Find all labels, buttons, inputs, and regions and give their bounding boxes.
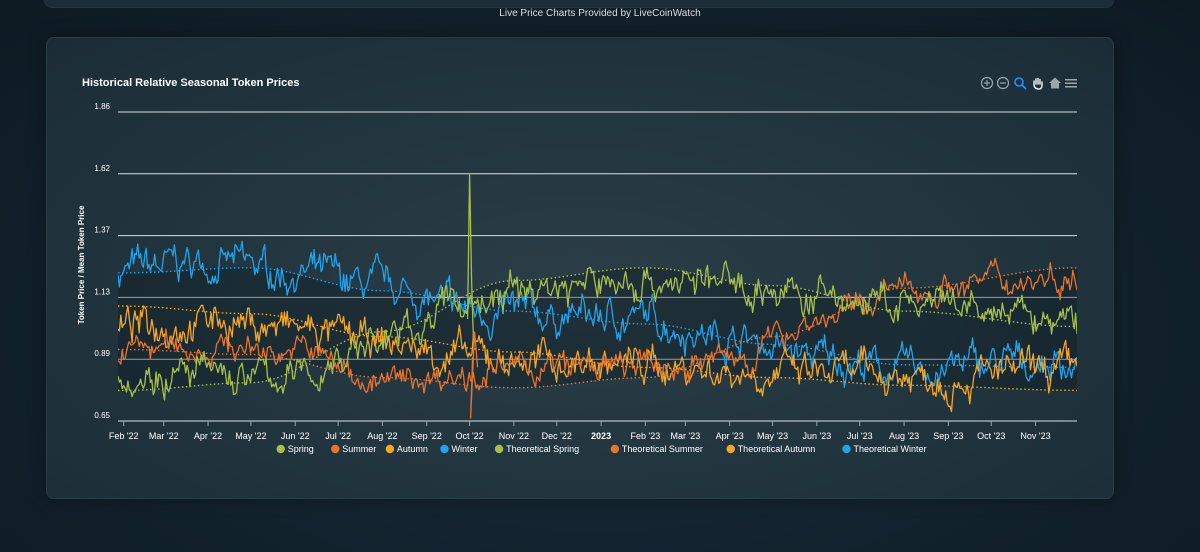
legend-marker (276, 444, 285, 454)
legend-marker (385, 444, 395, 454)
x-tick-label: Aug '22 (367, 431, 397, 441)
x-tick-label: Apr '22 (194, 431, 222, 441)
credit-text: Live Price Charts Provided by LiveCoinWa… (499, 8, 701, 19)
y-tick-label: 1.13 (94, 287, 110, 296)
x-tick-label: Feb '23 (631, 431, 661, 441)
zoom-in-icon[interactable] (980, 76, 994, 90)
legend-item-autumn[interactable]: Autumn (385, 444, 428, 454)
legend-label: Theoretical Autumn (738, 444, 816, 454)
chart-title: Historical Relative Seasonal Token Price… (82, 77, 300, 89)
theoretical-band (118, 267, 1077, 391)
theoretical-band (118, 267, 1077, 391)
x-axis-ticks: Feb '22 Mar '22 Apr '22 May '22 Jun '22 Jul '… (109, 421, 1051, 441)
y-axis-ticks: 1.86 1.62 1.37 1.13 0.89 0.65 (94, 102, 110, 420)
x-tick-label: Mar '22 (149, 431, 179, 441)
x-tick-label: Feb '22 (109, 431, 139, 441)
chart-card (46, 37, 1114, 499)
zoom-out-icon[interactable] (996, 76, 1010, 90)
x-tick-label: Jun '23 (803, 431, 832, 441)
legend-marker (440, 444, 449, 454)
menu-icon[interactable] (1064, 76, 1078, 90)
legend-item-theoretical-summer[interactable]: Theoretical Summer (610, 444, 703, 454)
legend-marker (610, 444, 620, 454)
spike-summer (469, 331, 479, 419)
theoretical-band (118, 267, 1077, 391)
legend-label: Theoretical Spring (506, 444, 579, 454)
legend-item-winter[interactable]: Winter (440, 444, 478, 454)
legend-item-theoretical-spring[interactable]: Theoretical Spring (494, 444, 579, 454)
y-tick-label: 0.65 (94, 411, 110, 420)
y-tick-label: 1.86 (94, 102, 110, 111)
x-tick-label: May '22 (235, 431, 266, 441)
theoretical-band (118, 267, 1077, 391)
theoretical-bands (118, 267, 1077, 391)
x-tick-label: May '23 (757, 431, 788, 441)
spike-spring (466, 173, 475, 345)
legend-item-summer[interactable]: Summer (331, 444, 376, 454)
x-tick-label: Oct '22 (455, 431, 483, 441)
x-tick-label: Nov '23 (1020, 431, 1050, 441)
theoretical-line-autumn (118, 305, 1077, 392)
legend-item-spring[interactable]: Spring (276, 444, 314, 454)
legend-label: Autumn (397, 444, 428, 454)
x-tick-label: Jul '22 (325, 431, 351, 441)
y-axis-label: Token Price / Mean Token Price (77, 205, 86, 324)
y-tick-label: 1.37 (94, 226, 110, 235)
y-tick-label: 1.62 (94, 164, 110, 173)
series-line-autumn (118, 304, 1077, 413)
zoom-select-icon[interactable] (1013, 76, 1027, 90)
theoretical-line-winter (118, 267, 1077, 369)
series-line-spring (118, 260, 1077, 401)
x-tick-label: 2023 (591, 431, 611, 441)
x-tick-label: Jul '23 (847, 431, 873, 441)
x-tick-label: Jun '22 (281, 431, 310, 441)
legend-label: Summer (342, 444, 376, 454)
legend-label: Theoretical Summer (622, 444, 703, 454)
x-tick-label: Dec '22 (542, 431, 572, 441)
legend-label: Theoretical Winter (854, 444, 927, 454)
theoretical-line-summer (118, 267, 1077, 389)
pan-hand-icon[interactable] (1031, 76, 1045, 90)
y-tick-label: 0.89 (94, 349, 110, 358)
legend-marker (494, 444, 504, 454)
x-tick-label: Sep '22 (412, 431, 442, 441)
legend-item-theoretical-autumn[interactable]: Theoretical Autumn (726, 444, 816, 454)
theoretical-series (118, 267, 1077, 392)
legend-marker (842, 444, 851, 454)
series-line-summer (118, 257, 1077, 394)
legend-marker (331, 444, 340, 454)
legend-label: Winter (452, 444, 478, 454)
home-reset-icon[interactable] (1048, 76, 1062, 90)
x-tick-label: Oct '23 (977, 431, 1005, 441)
x-tick-label: Mar '23 (671, 431, 701, 441)
legend-item-theoretical-winter[interactable]: Theoretical Winter (842, 444, 927, 454)
legend-marker (726, 444, 735, 454)
x-tick-label: Apr '23 (716, 431, 744, 441)
theoretical-line-spring (118, 267, 1077, 392)
legend: Spring Summer Autumn Winter Theoretical Spri… (276, 444, 927, 454)
x-tick-label: Aug '23 (889, 431, 919, 441)
x-tick-label: Sep '23 (933, 431, 963, 441)
x-tick-label: Nov '22 (499, 431, 529, 441)
legend-label: Spring (288, 444, 314, 454)
